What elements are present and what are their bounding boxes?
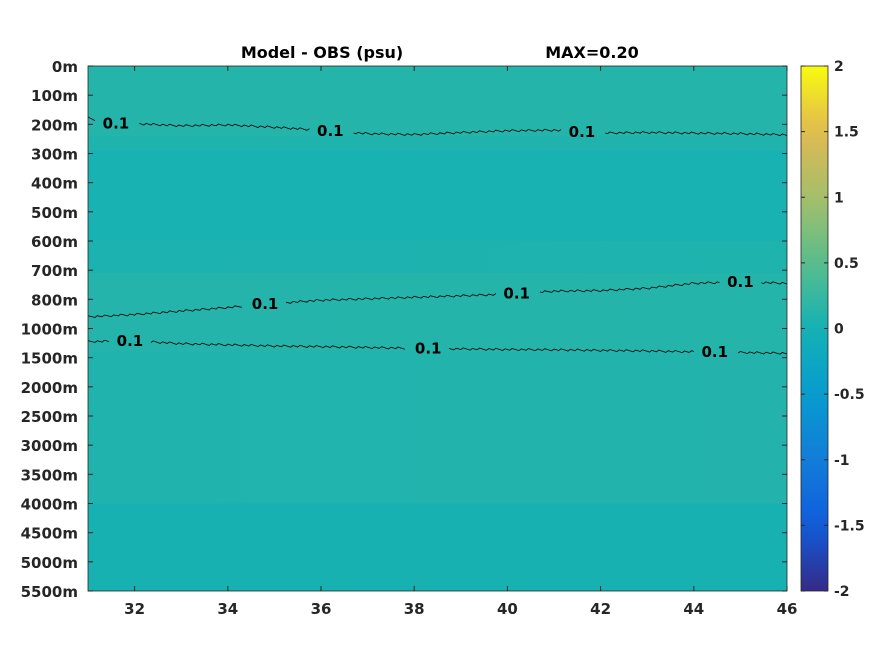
contour-label: 0.1 — [727, 273, 754, 291]
contour-label: 0.1 — [569, 123, 596, 141]
x-tick-label: 34 — [217, 600, 238, 618]
contour-label: 0.1 — [415, 340, 442, 358]
y-tick-label: 0m — [52, 58, 78, 76]
y-tick-label: 1500m — [21, 350, 78, 368]
contour-line — [761, 281, 788, 285]
salinity-band — [88, 136, 787, 151]
plot-area — [88, 66, 787, 591]
contour-label: 0.1 — [103, 115, 130, 133]
x-tick-label: 46 — [777, 600, 798, 618]
colorbar-tick-label: 0.5 — [834, 256, 859, 272]
salinity-band — [88, 503, 787, 591]
x-tick-label: 32 — [124, 600, 145, 618]
salinity-band — [88, 66, 787, 136]
salinity-band — [88, 273, 787, 352]
y-tick-label: 300m — [31, 146, 78, 164]
colorbar-tick-label: 1.5 — [834, 125, 859, 141]
axes: 0m 100m 200m 300m 400m 500m 600m 700m 800m 1000m 1… — [21, 58, 798, 618]
x-tick-label: 40 — [497, 600, 518, 618]
x-tick-label: 44 — [683, 600, 704, 618]
salinity-band — [88, 351, 787, 504]
x-tick-label: 42 — [590, 600, 611, 618]
colorbar-tick-label: -2 — [834, 584, 850, 600]
colorbar-tick-label: 2 — [834, 59, 844, 75]
colorbar-tick-label: -1.5 — [834, 518, 865, 534]
colorbar-gradient — [800, 65, 829, 592]
y-tick-label: 5500m — [21, 583, 78, 601]
contour-line — [737, 350, 788, 355]
y-tick-label: 800m — [31, 291, 78, 309]
contour-line — [539, 281, 720, 294]
y-tick-label: 2000m — [21, 379, 78, 397]
colorbar-tick-label: 0 — [834, 322, 844, 338]
colorbar: 2 1.5 1 0.5 0 -0.5 -1 -1.5 -2 — [800, 59, 865, 600]
y-tick-label: 100m — [31, 87, 78, 105]
salinity-band — [88, 150, 787, 241]
chart-max-label: MAX=0.20 — [545, 43, 639, 62]
contour-lines: 0.1 0.1 0.1 0.1 0.1 0.1 0.1 0.1 0.1 — [87, 115, 788, 361]
contour-line — [353, 128, 562, 136]
y-tick-label: 400m — [31, 175, 78, 193]
salinity-band — [88, 241, 787, 274]
y-tick-label: 4000m — [21, 496, 78, 514]
contour-line — [87, 339, 110, 343]
y-tick-label: 3500m — [21, 466, 78, 484]
contour-line — [150, 340, 406, 350]
contour-line — [285, 293, 497, 304]
x-tick-label: 36 — [311, 600, 332, 618]
y-tick-label: 600m — [31, 233, 78, 251]
y-tick-label: 500m — [31, 204, 78, 222]
contour-line — [87, 305, 242, 318]
colorbar-tick-label: -1 — [834, 453, 850, 469]
contour-label: 0.1 — [252, 295, 279, 313]
y-tick-label: 700m — [31, 262, 78, 280]
chart-title: Model - OBS (psu) — [241, 43, 403, 62]
contour-label: 0.1 — [701, 343, 728, 361]
y-tick-label: 2500m — [21, 408, 78, 426]
contour-line — [139, 122, 310, 131]
contour-label: 0.1 — [117, 332, 144, 350]
contour-label: 0.1 — [503, 285, 530, 303]
y-tick-label: 4500m — [21, 525, 78, 543]
y-tick-label: 5000m — [21, 554, 78, 572]
y-tick-label: 3000m — [21, 437, 78, 455]
contour-line — [87, 116, 96, 122]
colorbar-tick-label: -0.5 — [834, 387, 865, 403]
y-tick-label: 1000m — [21, 321, 78, 339]
contour-label: 0.1 — [317, 122, 344, 140]
x-tick-label: 38 — [404, 600, 425, 618]
contour-line — [449, 347, 694, 354]
y-tick-label: 200m — [31, 116, 78, 134]
colorbar-tick-label: 1 — [834, 190, 844, 206]
contour-line — [605, 131, 788, 137]
